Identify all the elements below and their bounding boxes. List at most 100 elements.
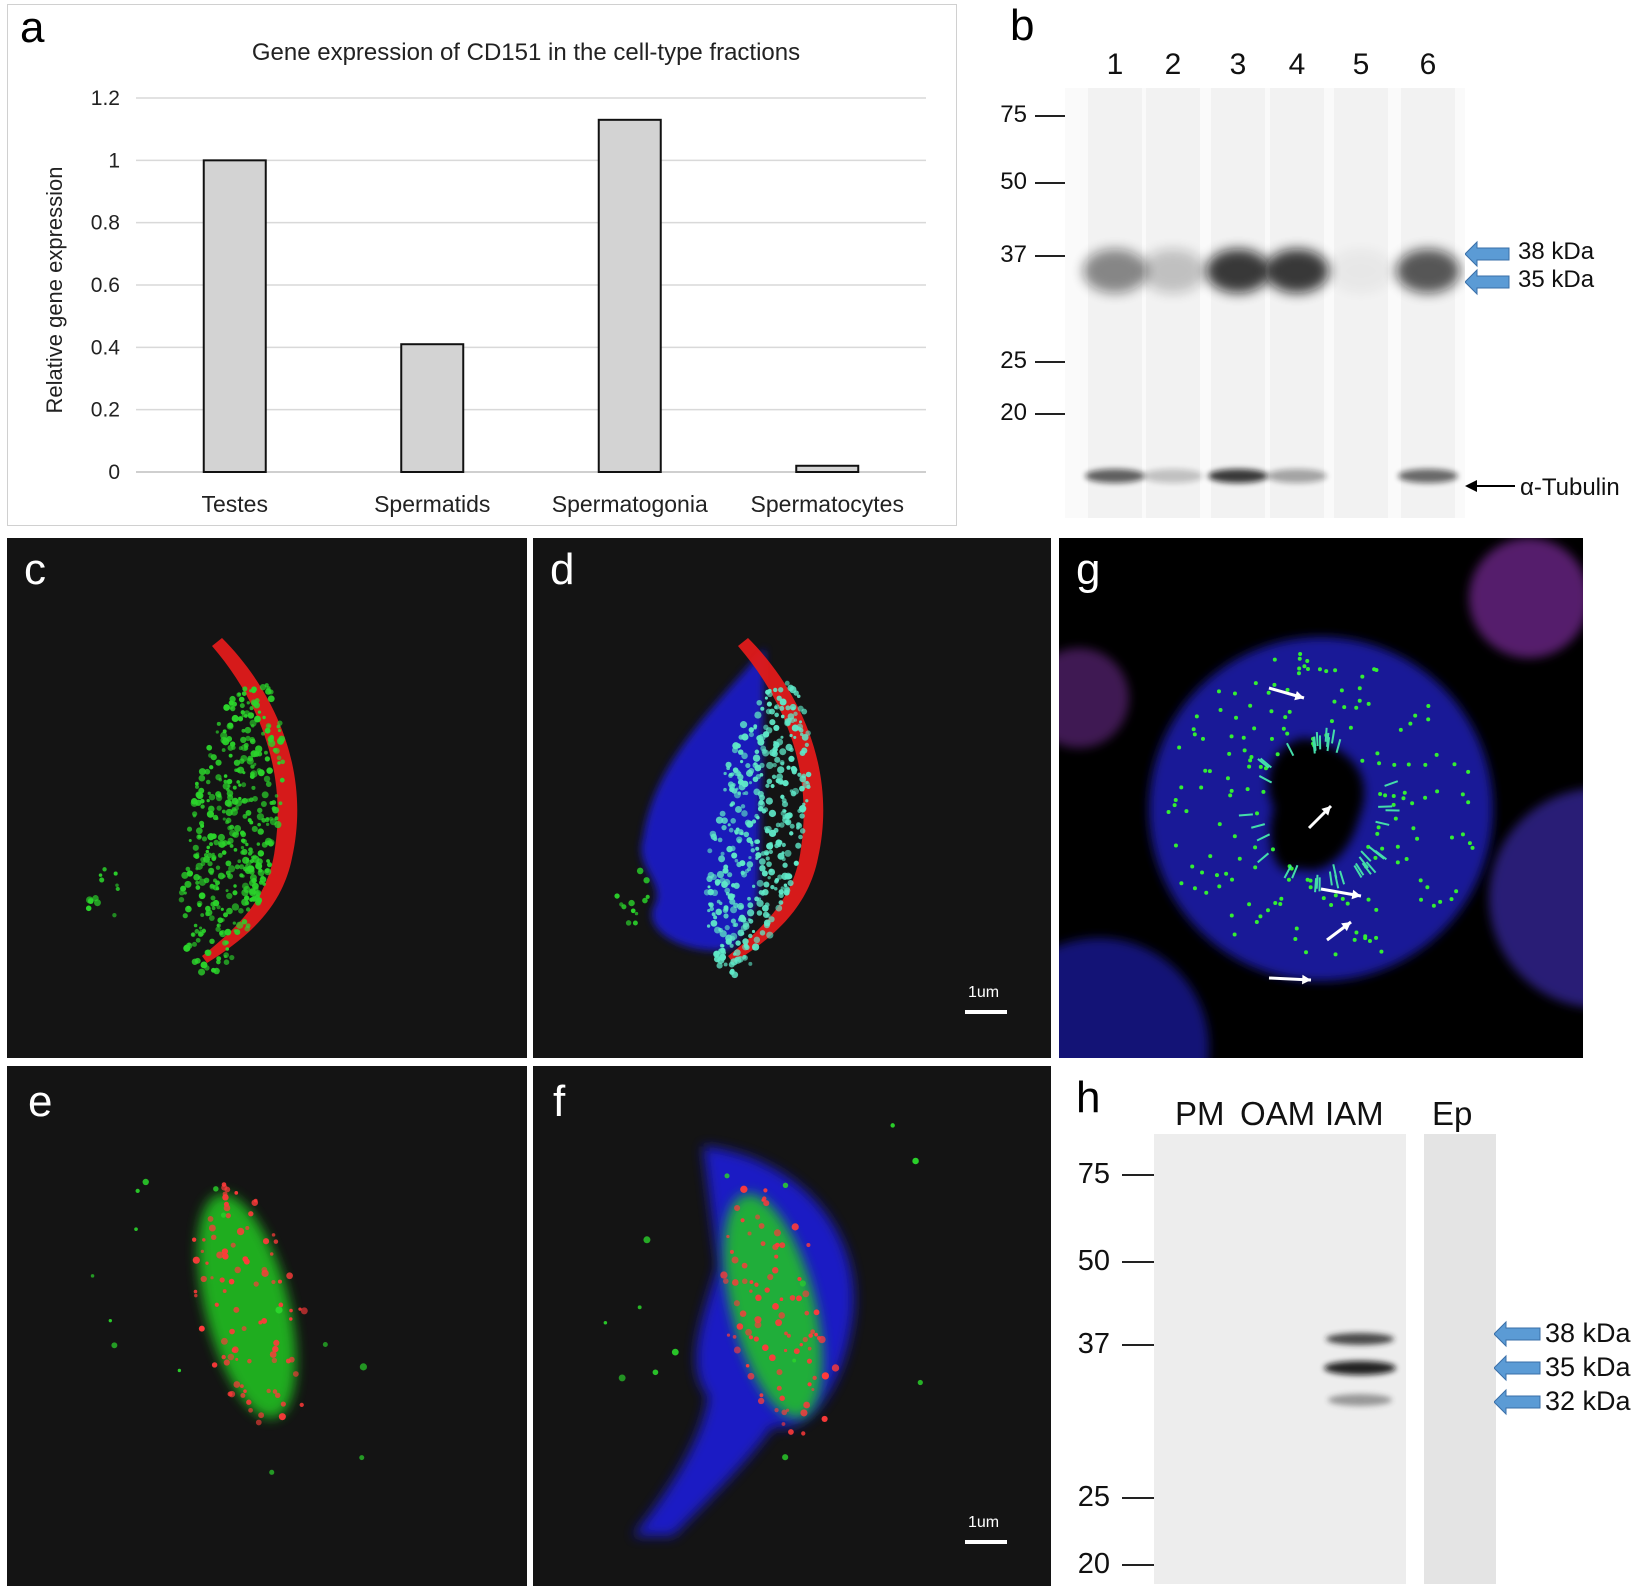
h-ladder-tick-20 [1122,1564,1154,1566]
green-cd151-signal [277,728,282,733]
blot-b-bands [1083,88,1460,518]
green-cd151-signal [780,761,785,766]
green-cd151-signal [781,801,789,808]
green-cd151-signal [211,856,217,862]
green-cd151-signal [264,837,273,845]
red-dots [223,1201,229,1207]
red-dots [289,1317,293,1321]
red-dots [255,1419,262,1426]
green-acrosome-streak [1328,871,1333,886]
red-dots [788,1429,794,1435]
arrow-35kda-icon [1465,268,1510,296]
red-dots [222,1289,227,1293]
green-cd151-signal [198,892,206,900]
green-dot [1204,890,1209,895]
red-dots [793,1348,800,1355]
green-cd151-signal [265,723,272,729]
green-dot [1404,856,1409,861]
band-label-35kda: 35 kDa [1518,266,1595,293]
green-cd151-signal [264,756,270,762]
green-cd151-signal [791,787,800,795]
green-cd151-signal [799,785,805,792]
green-dot [1332,699,1337,704]
green-cd151-signal [194,784,199,789]
bar-spermatogonia [597,118,662,473]
green-dot [1354,705,1359,710]
green-cd151-signal [714,879,721,886]
green-cd151-signal [269,800,274,805]
y-axis-label: Relative gene expression [42,166,67,413]
ladder-label-25: 25 [1000,347,1027,374]
green-cd151-signal [762,731,770,738]
green-cd151-signal [764,828,770,834]
green-dot [1415,836,1420,841]
h-ladder-label-20: 20 [1077,1548,1110,1580]
green-cd151-signal [254,899,262,906]
green-cd151-signal [730,845,736,852]
micrograph-g [1059,538,1583,1058]
green-cd151-signal [238,908,244,914]
green-dot [1379,949,1384,954]
red-dots [755,1294,762,1302]
green-cd151-signal [205,849,210,854]
y-tick-label: 0.6 [91,274,120,297]
green-speck [112,912,117,918]
green-cd151-signal [223,959,230,965]
tubulin-arrow-icon [1465,480,1515,492]
green-speck [799,1280,806,1287]
green-speck [111,1342,118,1349]
green-cd151-signal [208,793,216,801]
western-blot-h-ep [1424,1134,1496,1584]
panel-letter-g: g [1076,545,1101,594]
green-cd151-signal [747,902,754,909]
green-cd151-signal [206,798,210,803]
green-cd151-signal [274,821,282,829]
green-cd151-signal [733,949,741,956]
red-dots [207,1216,214,1222]
green-cd151-signal [801,747,808,754]
green-dot [1324,669,1329,674]
green-cd151-signal [729,943,734,948]
red-dots [193,1289,198,1294]
western-blot-h-main [1154,1134,1406,1584]
green-cd151-signal [713,950,720,957]
green-cd151-signal [787,684,794,692]
green-cd151-signal [229,824,235,830]
green-dot [1329,719,1334,724]
green-cd151-signal [251,785,256,790]
red-dots [214,1302,219,1307]
green-cd151-signal [725,938,732,945]
red-dots [786,1333,791,1338]
green-cd151-signal [798,834,803,840]
x-tick-label: Spermatids [374,491,490,517]
green-cd151-signal [245,907,251,912]
green-cd151-signal [205,905,211,912]
green-dot [1333,893,1338,898]
green-dot [1217,884,1222,889]
green-cd151-signal [204,768,211,775]
green-dot [1466,800,1471,805]
green-speck [643,1236,651,1244]
red-dots [229,1328,235,1335]
green-cd151-signal [241,848,248,856]
green-cd151-signal [265,781,272,787]
red-dots [774,1407,779,1413]
green-acrosome-streak [1258,775,1273,784]
green-cd151-signal [797,705,804,712]
green-cd151-signal [226,907,233,915]
green-cd151-signal [274,816,279,821]
neighbor-tubule [1489,789,1583,1007]
red-dots [767,1273,774,1281]
green-cd151-signal [215,865,221,870]
green-cd151-signal [748,918,754,924]
micrograph-e [7,1066,527,1586]
green-cd151-signal [751,929,756,934]
green-speck [113,871,118,876]
green-dot [1339,688,1344,693]
lane-label-5: 5 [1352,48,1370,81]
red-dots [779,1297,784,1302]
green-cd151-signal [245,923,251,929]
green-cd151-signal [707,848,713,854]
green-cd151-signal [731,852,738,859]
green-cd151-signal [257,807,263,814]
